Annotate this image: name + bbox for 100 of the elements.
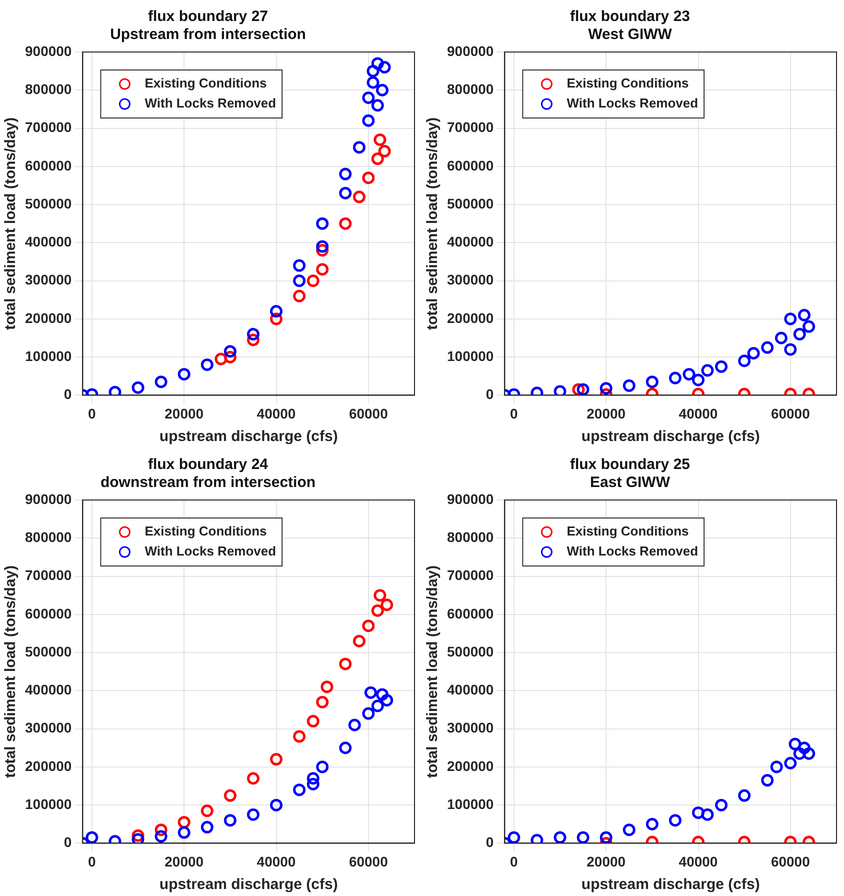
point [802, 747, 816, 760]
y-tick-label: 900000 [25, 42, 72, 59]
point [352, 634, 366, 648]
y-tick-label: 400000 [447, 682, 494, 698]
point [362, 114, 375, 127]
point [316, 240, 329, 253]
y-tick-label: 0 [486, 386, 494, 402]
point [214, 352, 228, 366]
point [364, 686, 377, 699]
y-tick-label: 600000 [25, 605, 72, 622]
chart-subtitle: Upstream from intersection [110, 26, 306, 44]
y-tick-label: 500000 [25, 643, 72, 660]
chart-title: flux boundary 25 [570, 456, 690, 474]
x-tick-label: 40000 [256, 405, 296, 422]
point [378, 61, 391, 74]
y-tick-label: 500000 [25, 195, 72, 212]
legend-label: With Locks Removed [566, 96, 698, 111]
point [376, 84, 388, 96]
y-tick-label: 500000 [447, 195, 494, 212]
point [352, 141, 366, 154]
point [668, 814, 682, 827]
y-tick-label: 200000 [25, 310, 72, 326]
chart-title: flux boundary 27 [148, 8, 268, 26]
point [316, 760, 329, 774]
chart-subtitle: West GIWW [588, 26, 673, 44]
y-tick-label: 400000 [25, 234, 72, 250]
point [366, 76, 380, 89]
x-tick-label: 0 [510, 853, 518, 870]
point [692, 806, 705, 819]
x-tick-label: 60000 [348, 853, 388, 870]
y-tick-label: 800000 [25, 528, 72, 545]
y-tick-label: 0 [64, 386, 72, 402]
point [339, 217, 352, 230]
y-tick-label: 400000 [25, 682, 72, 698]
point [366, 64, 380, 78]
point [701, 808, 714, 821]
point [132, 381, 144, 394]
x-tick-label: 0 [510, 405, 518, 422]
x-tick-label: 40000 [678, 853, 718, 870]
y-tick-label: 700000 [25, 567, 72, 584]
x-tick-label: 20000 [164, 405, 204, 422]
point [600, 831, 612, 844]
x-tick-label: 0 [88, 405, 96, 422]
point [770, 760, 783, 774]
point [178, 368, 190, 380]
point [320, 680, 334, 694]
point [293, 784, 306, 796]
point [246, 328, 260, 340]
y-tick-label: 900000 [447, 490, 494, 507]
legend-label: With Locks Removed [144, 96, 276, 111]
y-tick-label: 700000 [447, 567, 494, 584]
chart-title: flux boundary 24 [148, 456, 269, 474]
x-axis-title: upstream discharge (cfs) [581, 428, 760, 446]
point [784, 756, 797, 770]
x-tick-label: 60000 [770, 405, 810, 422]
point [715, 798, 728, 812]
point [316, 696, 329, 708]
point [154, 376, 168, 388]
point [178, 826, 190, 839]
point [293, 290, 306, 302]
y-tick-label: 600000 [447, 605, 494, 622]
point [371, 99, 384, 112]
x-tick-label: 40000 [256, 853, 296, 870]
y-tick-label: 300000 [447, 272, 494, 288]
y-tick-label: 0 [486, 834, 494, 850]
point [306, 714, 320, 728]
point [362, 620, 375, 632]
point [224, 814, 236, 827]
point [132, 833, 144, 844]
point [371, 700, 384, 712]
y-tick-label: 300000 [25, 720, 72, 736]
point [348, 718, 361, 732]
y-tick-label: 200000 [447, 310, 494, 326]
point [224, 345, 236, 358]
point [246, 772, 260, 785]
point [380, 598, 394, 612]
chart-title: flux boundary 23 [570, 8, 690, 26]
legend-label: With Locks Removed [144, 544, 276, 559]
point [362, 707, 375, 720]
point [362, 92, 375, 104]
y-axis-title: total sediment load (tons/day) [424, 565, 442, 778]
y-tick-label: 200000 [447, 758, 494, 774]
point [154, 830, 168, 843]
x-tick-label: 60000 [348, 405, 388, 422]
legend-label: Existing Conditions [144, 524, 267, 539]
x-axis-title: upstream discharge (cfs) [581, 876, 760, 894]
x-tick-label: 20000 [586, 405, 626, 422]
point [316, 217, 329, 230]
y-tick-label: 100000 [447, 796, 494, 812]
point [788, 738, 802, 750]
point [306, 778, 320, 790]
point [530, 834, 544, 844]
point [200, 358, 214, 371]
legend-label: Existing Conditions [566, 524, 689, 539]
point [371, 57, 384, 70]
legend-label: With Locks Removed [566, 544, 698, 559]
point [508, 831, 520, 844]
point [270, 753, 283, 766]
point [576, 831, 590, 844]
y-axis-title: total sediment load (tons/day) [424, 117, 442, 330]
